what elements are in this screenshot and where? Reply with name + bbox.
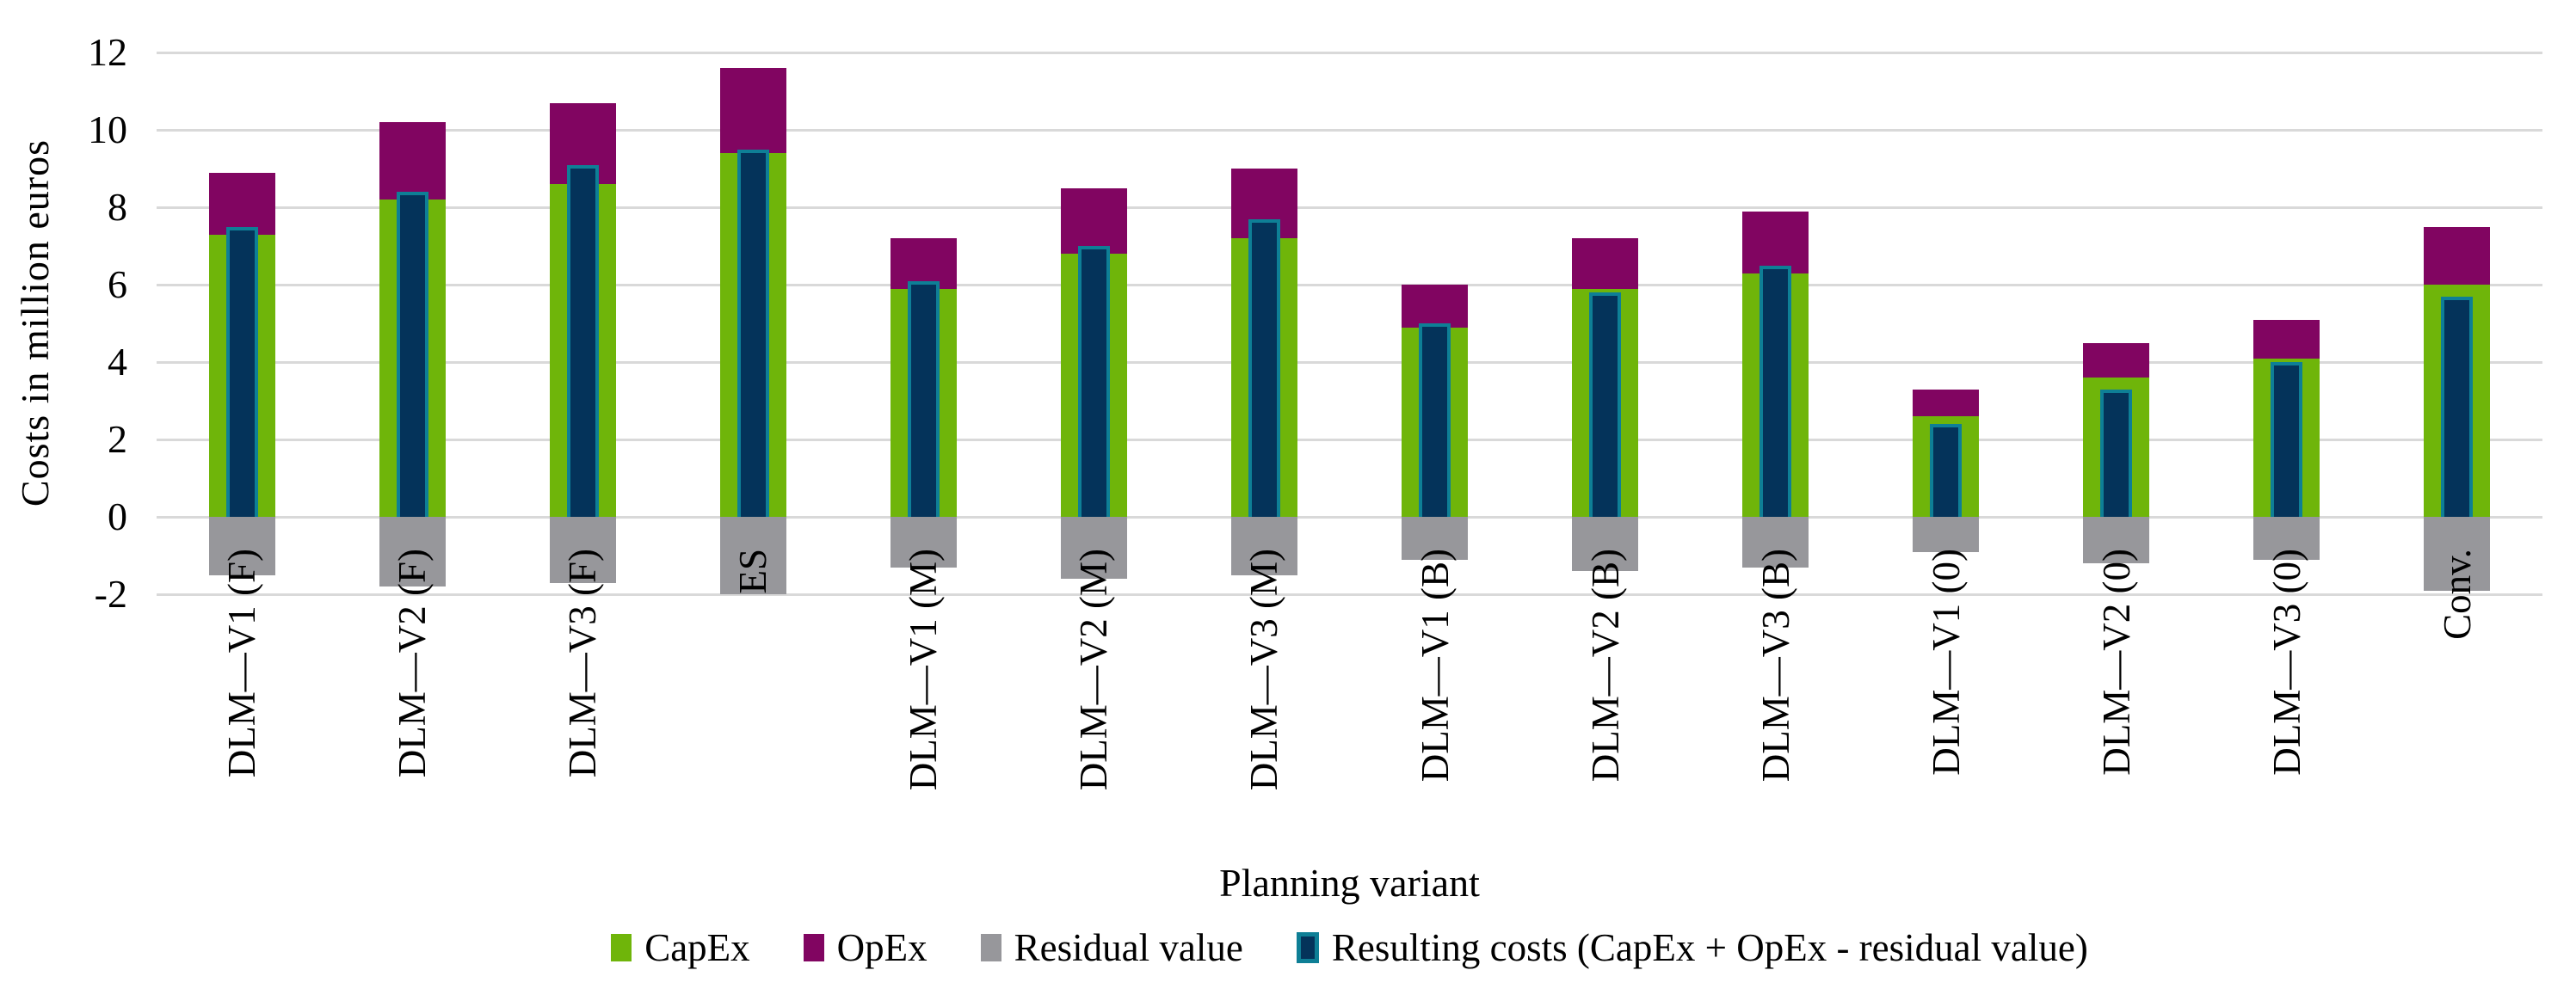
bar-resulting-costs-overlay [1759, 265, 1792, 517]
y-tick-label: 12 [88, 30, 127, 74]
legend-item-opex: OpEx [803, 925, 927, 970]
bar-segment-residual-value [2253, 517, 2320, 560]
gridline-y12 [157, 51, 2542, 54]
bar-segment-residual-value [2424, 517, 2491, 591]
x-tick-label: DLM—V3 (M) [1242, 549, 1286, 791]
bar-segment-opex [2424, 226, 2491, 285]
gridline-y-2 [157, 593, 2542, 596]
bar-segment-residual-value [1230, 517, 1297, 575]
legend-item-residual-value: Residual value [980, 925, 1243, 970]
x-tick-label: DLM—V1 (B) [1413, 549, 1457, 783]
x-tick-label: DLM—V2 (B) [1583, 549, 1627, 783]
legend-label: OpEx [836, 926, 927, 969]
bar-segment-residual-value [1742, 517, 1809, 568]
bar-segment-opex [1913, 389, 1980, 416]
x-tick-label: DLM—V2 (M) [1072, 549, 1116, 791]
x-tick-label: DLM—V3 (0) [2265, 549, 2308, 776]
bar-resulting-costs-overlay [396, 192, 428, 517]
legend-item-capex: CapEx [611, 925, 750, 970]
gridline-y4 [157, 360, 2542, 364]
bar-segment-residual-value [1402, 517, 1469, 560]
bar-segment-opex [1060, 187, 1127, 254]
x-tick-label: Conv. [2435, 549, 2479, 640]
y-tick-label: 0 [108, 494, 127, 538]
bar-resulting-costs-overlay [736, 149, 769, 517]
bar-resulting-costs-overlay [566, 164, 599, 517]
bar-segment-residual-value [719, 517, 786, 594]
legend-label: Residual value [1014, 926, 1243, 969]
y-tick-label: 4 [108, 340, 127, 384]
bar-segment-residual-value [549, 517, 616, 583]
x-tick-label: DLM—V1 (0) [1924, 549, 1968, 776]
gridline-y6 [157, 283, 2542, 286]
gridline-y10 [157, 128, 2542, 132]
legend-swatch [611, 934, 632, 961]
x-tick-label: DLM—V1 (F) [220, 549, 264, 778]
bar-resulting-costs-overlay [1589, 292, 1622, 517]
bar-resulting-costs-overlay [1248, 218, 1280, 517]
bar-segment-residual-value [890, 517, 957, 568]
x-tick-label: DLM—V1 (M) [902, 549, 946, 791]
bar-segment-residual-value [1572, 517, 1639, 571]
y-tick-label: 10 [88, 107, 127, 151]
x-tick-label: DLM—V2 (0) [2094, 549, 2138, 776]
y-tick-label: 2 [108, 417, 127, 461]
y-tick-label: 6 [108, 262, 127, 306]
bar-segment-residual-value [2083, 517, 2150, 563]
bar-resulting-costs-overlay [225, 226, 258, 517]
legend-label: CapEx [644, 926, 750, 969]
bar-segment-residual-value [379, 517, 446, 586]
gridline-y0 [157, 515, 2542, 519]
bar-segment-opex [1402, 285, 1469, 328]
bar-resulting-costs-overlay [2271, 362, 2303, 517]
x-axis-title: Planning variant [1219, 861, 1480, 905]
gridline-y8 [157, 206, 2542, 209]
bar-segment-opex [2253, 319, 2320, 359]
bar-segment-residual-value [208, 517, 275, 575]
x-tick-label: DLM—V2 (F) [391, 549, 434, 778]
x-tick-label: DLM—V3 (F) [561, 549, 605, 778]
bar-resulting-costs-overlay [1077, 246, 1110, 517]
bar-resulting-costs-overlay [907, 280, 940, 517]
bar-segment-opex [890, 238, 957, 289]
legend-swatch [803, 934, 824, 961]
y-tick-label: -2 [94, 572, 127, 616]
bar-segment-opex [1572, 238, 1639, 289]
legend-label: Resulting costs (CapEx + OpEx - residual… [1331, 926, 2088, 969]
legend-item-resulting-costs-capex-opex-res: Resulting costs (CapEx + OpEx - residual… [1296, 925, 2088, 970]
bar-segment-opex [379, 122, 446, 200]
bar-segment-opex [1742, 211, 1809, 273]
bar-segment-opex [2083, 342, 2150, 378]
y-tick-label: 8 [108, 185, 127, 229]
bar-resulting-costs-overlay [1419, 323, 1451, 517]
x-tick-label: DLM—V3 (B) [1753, 549, 1797, 783]
bar-resulting-costs-overlay [2100, 389, 2133, 517]
legend-swatch [980, 934, 1001, 961]
legend: CapEx OpEx Residual value Resulting costs (… [157, 925, 2542, 970]
bar-resulting-costs-overlay [2441, 296, 2474, 517]
legend-swatch [1296, 932, 1319, 963]
bar-segment-residual-value [1060, 517, 1127, 579]
gridline-y2 [157, 438, 2542, 441]
bar-resulting-costs-overlay [1930, 424, 1963, 517]
bar-segment-opex [719, 68, 786, 153]
bar-segment-opex [208, 172, 275, 235]
x-tick-label: ES [731, 549, 775, 594]
bar-segment-residual-value [1913, 517, 1980, 552]
